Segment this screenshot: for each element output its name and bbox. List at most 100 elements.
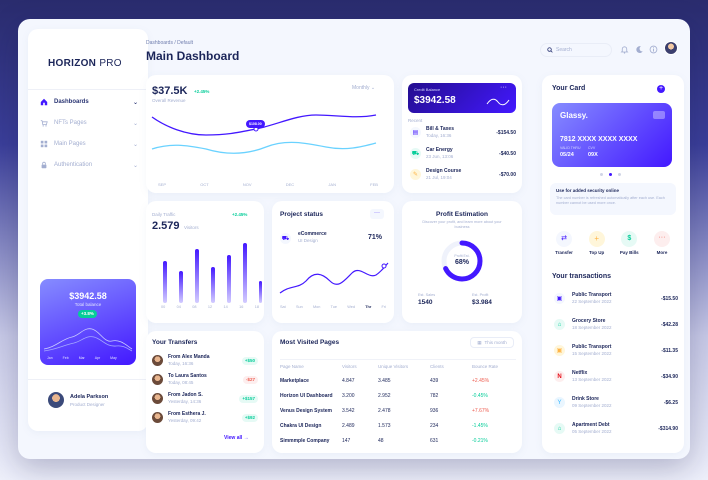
apartment-icon: ⌂ bbox=[554, 423, 565, 434]
column-header[interactable]: Unique Visitors bbox=[378, 364, 409, 369]
transaction-date: 15 September 2022 bbox=[572, 351, 612, 356]
transaction-amount: -$15.50 bbox=[661, 296, 678, 302]
more-icon[interactable]: ··· bbox=[500, 84, 507, 91]
transaction-date: 09 September 2022 bbox=[572, 403, 612, 408]
project-percent: 71% bbox=[368, 234, 383, 241]
card-number: 7812 XXXX XXXX XXXX bbox=[560, 136, 638, 143]
revenue-tooltip: $108.00 bbox=[246, 120, 265, 128]
month-label: JAN bbox=[328, 182, 336, 187]
top-up-button[interactable]: + Top Up bbox=[585, 231, 609, 255]
revenue-line-chart bbox=[151, 114, 377, 154]
valid-label: VALID THRU bbox=[560, 146, 581, 150]
promo-month: Feb bbox=[62, 356, 69, 360]
revenue-x-axis: SEP OCT NOV DEC JAN FEB bbox=[158, 182, 378, 187]
recent-item-name: Bill & Taxes bbox=[426, 126, 454, 132]
balance-promo-card[interactable]: $3942.58 Total balance +3.8% Jan Feb Mar… bbox=[40, 279, 136, 365]
moon-icon[interactable] bbox=[635, 45, 644, 54]
traffic-change: +2.45% bbox=[232, 212, 248, 217]
traffic-x-axis: 00 04 08 12 14 16 18 bbox=[161, 305, 259, 309]
card-carousel-dots[interactable] bbox=[600, 173, 621, 176]
drink-icon: Y bbox=[554, 397, 565, 408]
calendar-icon: ▦ bbox=[477, 339, 482, 345]
cell-unique: 3.485 bbox=[378, 378, 391, 384]
view-all-link[interactable]: View all → bbox=[224, 435, 249, 441]
card-cvv: 09X bbox=[588, 152, 598, 158]
day-label: Fri bbox=[381, 305, 386, 309]
cell-clients: 234 bbox=[430, 423, 439, 429]
sidebar-item-nft-pages[interactable]: NFTs Pages ⌄ bbox=[40, 116, 138, 130]
carousel-dot[interactable] bbox=[609, 173, 612, 176]
logo-light: PRO bbox=[99, 58, 122, 69]
more-button[interactable]: ··· bbox=[370, 209, 384, 219]
cell-bounce: +2.45% bbox=[472, 378, 490, 384]
profit-estimation-card: Profit Estimation Discover your profit, … bbox=[402, 201, 522, 323]
profit-title: Profit Estimation bbox=[435, 211, 488, 218]
search-placeholder: Search bbox=[556, 47, 572, 53]
your-card-panel: Your Card + Glassy. 7812 XXXX XXXX XXXX … bbox=[542, 75, 684, 453]
sales-value: 1540 bbox=[418, 299, 433, 306]
bell-icon[interactable] bbox=[620, 45, 629, 54]
breadcrumb[interactable]: Dashboards / Default bbox=[146, 40, 193, 46]
sidebar-item-dashboards[interactable]: Dashboards ⌄ bbox=[40, 95, 138, 109]
search-input[interactable]: Search bbox=[540, 43, 612, 57]
promo-month: Mar bbox=[78, 356, 85, 360]
hour-label: 00 bbox=[161, 305, 166, 309]
table-divider bbox=[280, 359, 516, 360]
hour-label: 12 bbox=[207, 305, 213, 309]
month-filter[interactable]: ▦ This month bbox=[470, 337, 514, 348]
more-button[interactable]: ··· More bbox=[650, 231, 674, 255]
cell-clients: 936 bbox=[430, 408, 439, 414]
avatar[interactable] bbox=[48, 392, 64, 408]
promo-month: Apr bbox=[94, 356, 101, 360]
carousel-dot[interactable] bbox=[618, 173, 621, 176]
virtual-card[interactable]: Glassy. 7812 XXXX XXXX XXXX VALID THRU 0… bbox=[552, 103, 672, 167]
page-title: Main Dashboard bbox=[146, 49, 240, 63]
action-label: Top Up bbox=[589, 250, 605, 255]
cell-clients: 782 bbox=[430, 393, 439, 399]
credit-balance-card: Credit Balance $3942.58 ··· Recent ▤ Bil… bbox=[402, 75, 522, 193]
avatar bbox=[152, 374, 163, 385]
month-label: OCT bbox=[200, 182, 209, 187]
action-label: Pay Bills bbox=[619, 250, 639, 255]
info-icon[interactable] bbox=[649, 45, 658, 54]
transfer-icon: ⇄ bbox=[556, 231, 572, 247]
receipt-icon: ▤ bbox=[410, 127, 421, 138]
sidebar-divider bbox=[28, 379, 148, 380]
day-label: Sun bbox=[295, 305, 303, 309]
transfer-button[interactable]: ⇄ Transfer bbox=[552, 231, 576, 255]
credit-banner[interactable]: Credit Balance $3942.58 ··· bbox=[408, 83, 516, 113]
column-header[interactable]: Visitors bbox=[342, 364, 357, 369]
basket-icon: ⌂ bbox=[554, 319, 565, 330]
cart-icon: ⛟ bbox=[280, 233, 291, 244]
carousel-dot[interactable] bbox=[600, 173, 603, 176]
chevron-down-icon: ⌄ bbox=[132, 120, 138, 127]
period-select[interactable]: Monthly ⌄ bbox=[352, 85, 375, 91]
avatar bbox=[152, 412, 163, 423]
security-title: Use for added security online bbox=[556, 188, 620, 193]
sidebar-item-authentication[interactable]: Authentication ⌄ bbox=[40, 158, 138, 172]
promo-amount: $3942.58 bbox=[69, 291, 107, 301]
netflix-icon: N bbox=[554, 371, 565, 382]
logo[interactable]: HORIZON PRO bbox=[48, 58, 122, 69]
cell-unique: 1.573 bbox=[378, 423, 391, 429]
traffic-bar bbox=[227, 255, 231, 303]
more-icon: ··· bbox=[653, 231, 670, 247]
transaction-amount: -$314.90 bbox=[658, 426, 678, 432]
column-header[interactable]: Clients bbox=[430, 364, 444, 369]
cell-clients: 631 bbox=[430, 438, 439, 444]
project-status-card: Project status ··· ⛟ eCommerce UI Design… bbox=[272, 201, 394, 323]
profit-subtitle: Discover your profit, and learn more abo… bbox=[422, 220, 502, 229]
cell-visitors: 3.200 bbox=[342, 393, 355, 399]
avatar[interactable] bbox=[664, 41, 678, 55]
transfer-time: Yesterday, 09:42 bbox=[168, 418, 202, 423]
column-header[interactable]: Page Name bbox=[280, 364, 304, 369]
add-card-button[interactable]: + bbox=[657, 85, 665, 93]
pay-bills-button[interactable]: $ Pay Bills bbox=[617, 231, 641, 255]
sidebar-item-label: Dashboards bbox=[54, 99, 89, 105]
recent-item-date: Today, 16:36 bbox=[426, 133, 452, 138]
filter-label: This month bbox=[484, 340, 507, 345]
day-label: Sat bbox=[280, 305, 286, 309]
dollar-icon: $ bbox=[621, 231, 638, 247]
sidebar-item-main-pages[interactable]: Main Pages ⌄ bbox=[40, 137, 138, 151]
column-header[interactable]: Bounce Rate bbox=[472, 364, 499, 369]
